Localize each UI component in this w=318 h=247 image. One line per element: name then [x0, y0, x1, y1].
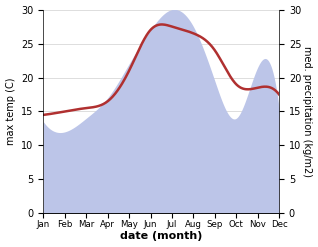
- X-axis label: date (month): date (month): [120, 231, 203, 242]
- Y-axis label: max temp (C): max temp (C): [5, 78, 16, 145]
- Y-axis label: med. precipitation (kg/m2): med. precipitation (kg/m2): [302, 46, 313, 177]
